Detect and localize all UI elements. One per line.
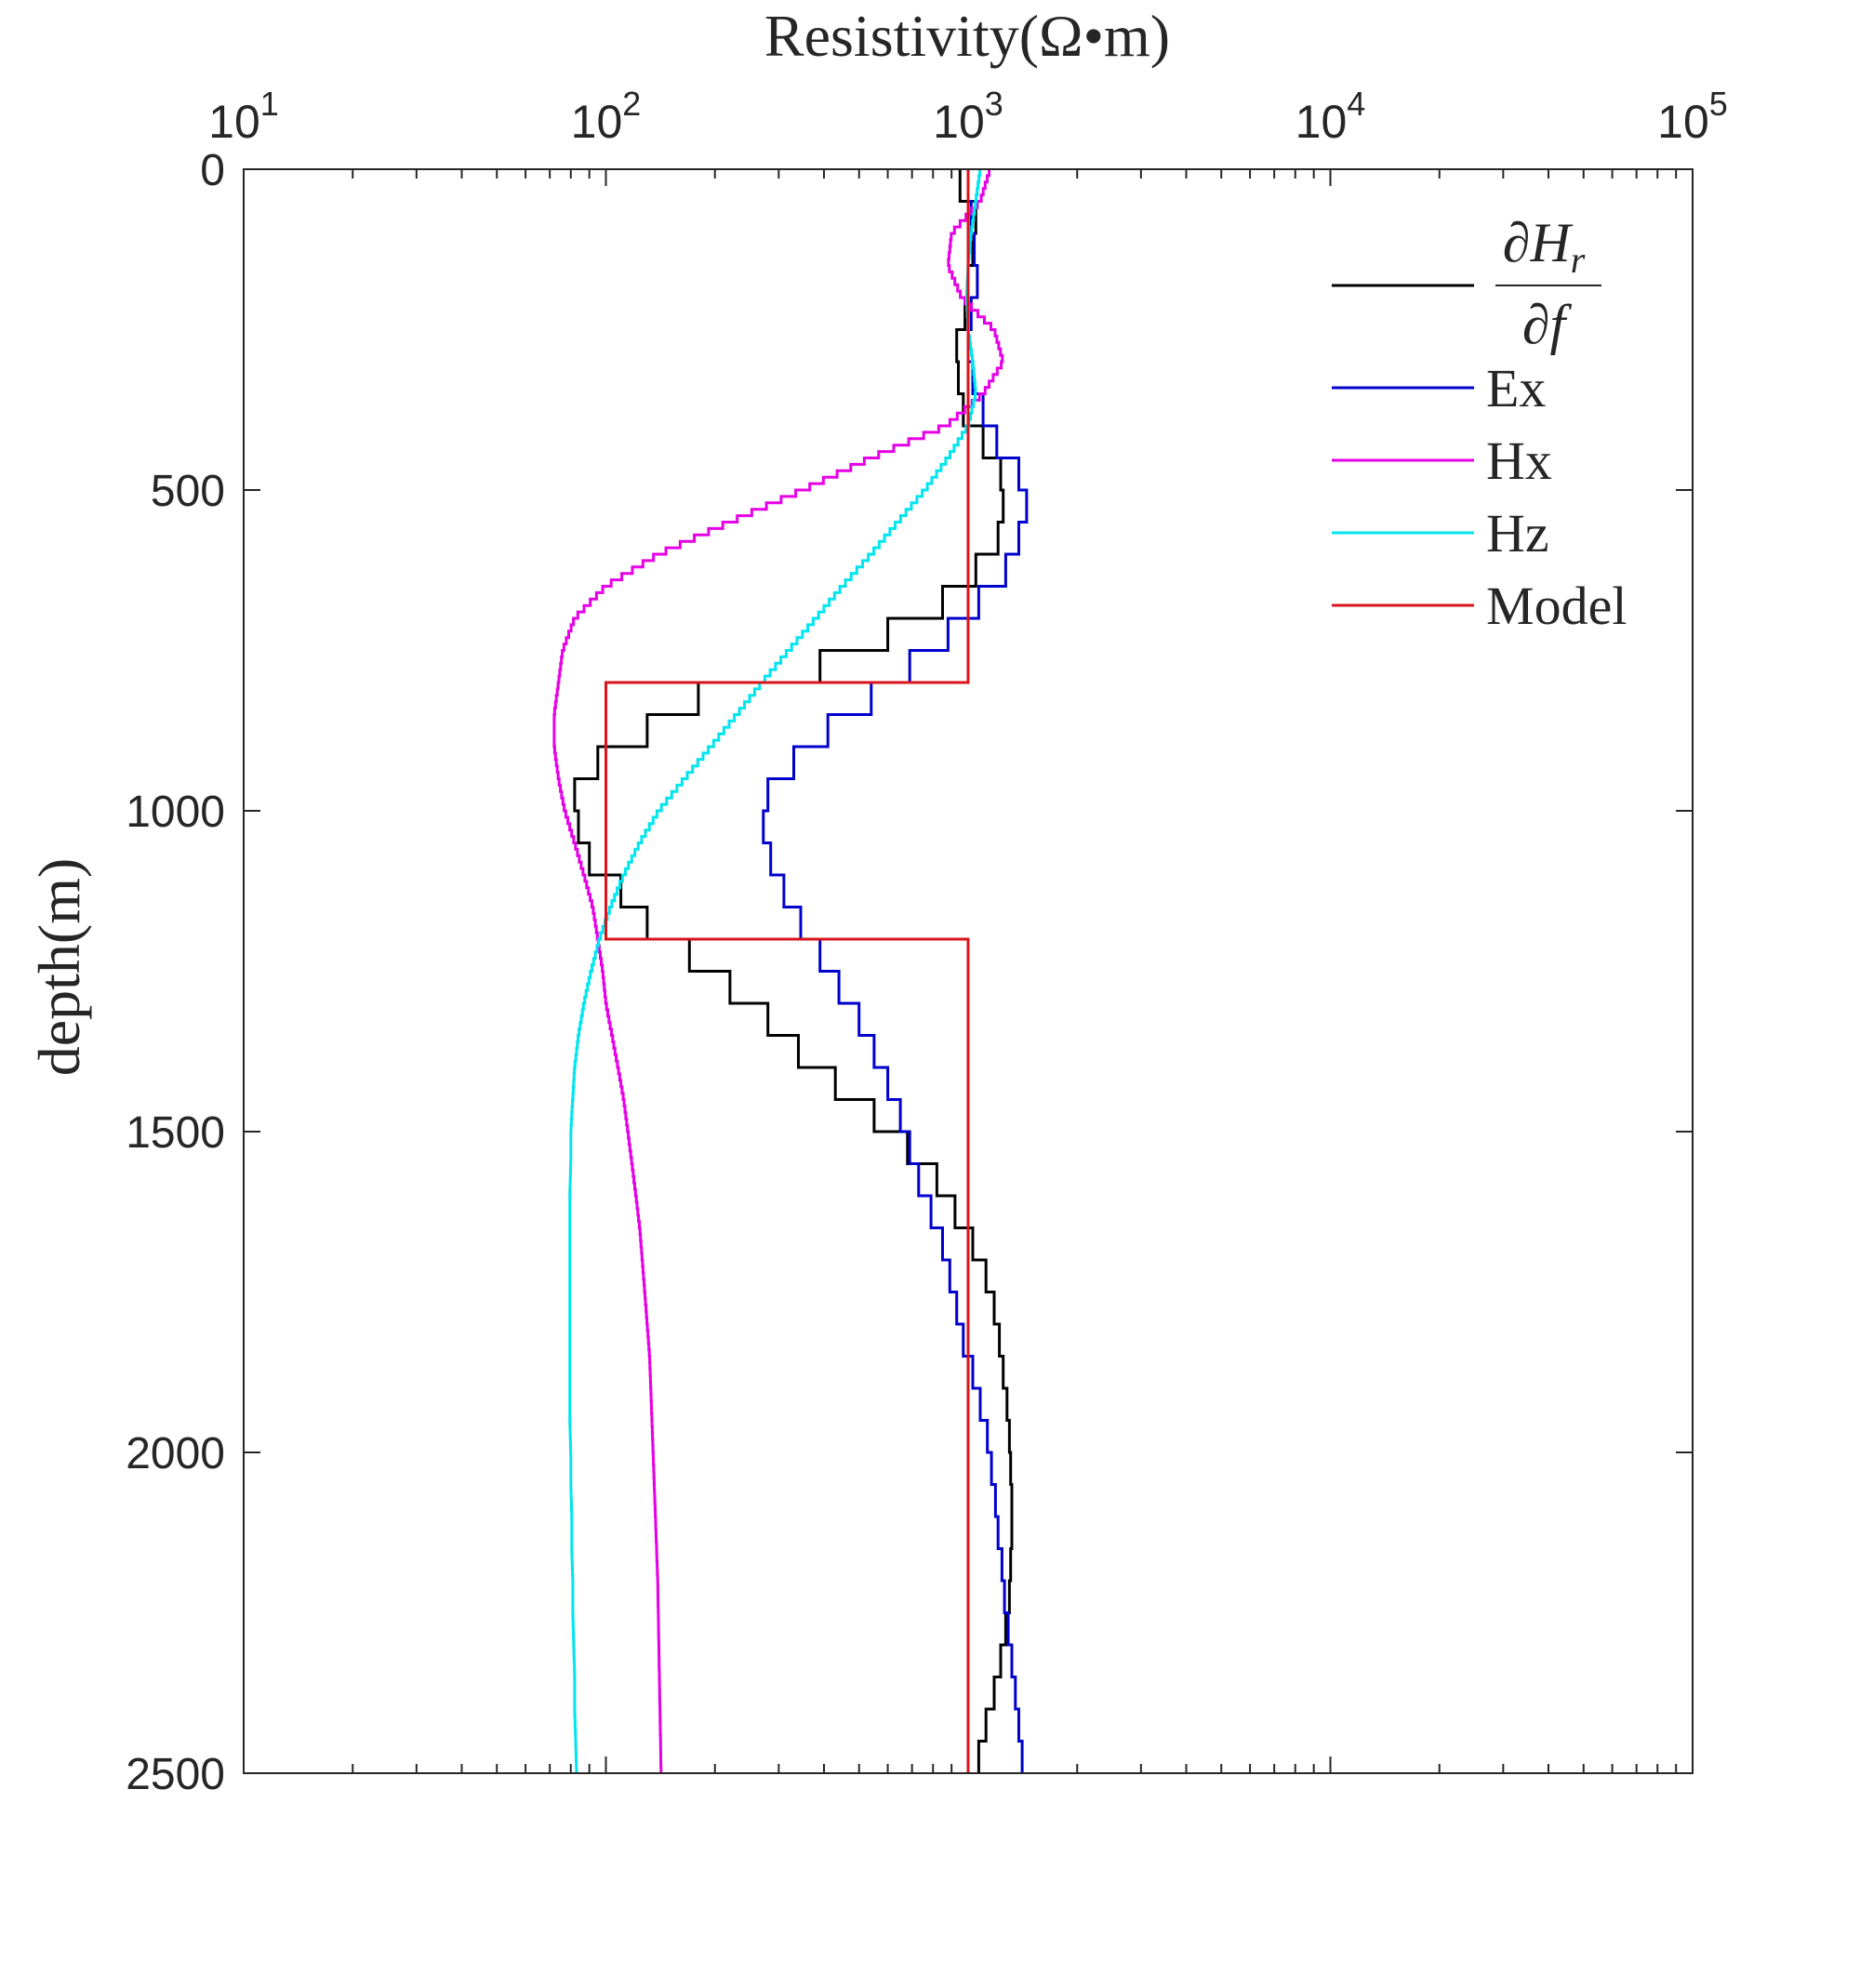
x-tick-label: 104 (1295, 85, 1366, 148)
legend-label-ex: Ex (1486, 358, 1546, 418)
y-tick-label: 500 (151, 467, 225, 516)
legend-label-fraction: ∂Hr ∂f (1495, 212, 1601, 355)
y-tick-label: 2500 (126, 1750, 225, 1799)
plot-area-frame (243, 168, 1694, 1774)
series-line-dhr-df (573, 169, 1014, 1773)
y-axis-label: depth(m) (26, 858, 92, 1077)
x-tick-label: 105 (1657, 85, 1728, 148)
y-tick-label: 1000 (126, 788, 225, 837)
y-tick-label: 1500 (126, 1108, 225, 1158)
x-tick-label: 102 (571, 85, 642, 148)
series-line-ex (762, 169, 1029, 1773)
series-lines (552, 169, 1029, 1773)
y-tick-label: 0 (200, 146, 225, 195)
legend-label-hz: Hz (1486, 503, 1549, 563)
x-tick-label: 101 (208, 85, 279, 148)
legend-label-model: Model (1486, 576, 1627, 636)
legend-label-numerator: ∂Hr (1503, 212, 1586, 281)
x-axis-label: Resistivity(Ω•m) (764, 3, 1170, 69)
legend-label-denominator: ∂f (1522, 294, 1573, 355)
x-tick-label: 103 (933, 85, 1003, 148)
legend: ∂Hr ∂fEx Hx Hz Model (1332, 212, 1627, 636)
axis-ticks: 101 102 103 104 105 0 500 1000 1500 2000 2500 (126, 85, 1728, 1799)
series-line-hz (568, 169, 981, 1773)
legend-label-hx: Hx (1486, 431, 1552, 491)
series-line-model (604, 169, 970, 1773)
series-line-hx (552, 169, 1004, 1773)
y-tick-label: 2000 (126, 1429, 225, 1478)
